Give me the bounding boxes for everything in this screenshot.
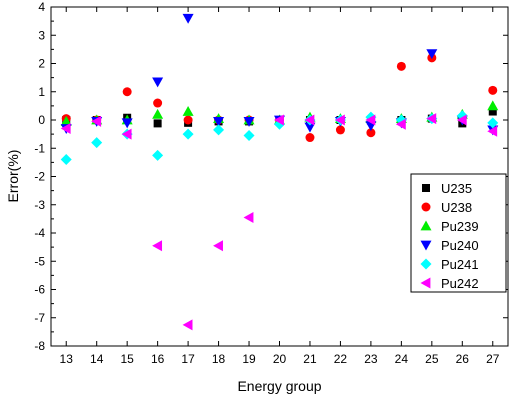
data-point xyxy=(488,85,498,95)
y-tick-label: -1 xyxy=(34,141,45,155)
legend-marker xyxy=(420,240,432,251)
y-tick-label: 1 xyxy=(38,85,45,99)
y-tick-label: -2 xyxy=(34,170,45,184)
y-axis-title: Error(%) xyxy=(5,150,21,203)
data-point xyxy=(182,319,193,331)
data-point xyxy=(365,114,376,126)
y-tick-label: 2 xyxy=(38,57,45,71)
series-u238 xyxy=(61,53,498,143)
legend-marker xyxy=(422,184,430,192)
y-tick-label: -6 xyxy=(34,283,45,297)
data-points xyxy=(60,13,499,331)
data-point xyxy=(91,137,103,149)
data-point xyxy=(304,122,316,133)
x-tick-label: 19 xyxy=(242,352,256,366)
legend-marker xyxy=(421,202,431,212)
data-point xyxy=(426,49,438,60)
x-tick-label: 16 xyxy=(151,352,165,366)
data-point xyxy=(152,108,164,119)
legend-marker xyxy=(420,258,432,270)
x-axis: 13 14 15 16 17 18 19 20 21 22 23 24 25 26 27 xyxy=(60,7,500,366)
x-tick-label: 23 xyxy=(364,352,378,366)
data-point xyxy=(153,119,162,128)
data-point xyxy=(456,114,467,126)
x-tick-label: 17 xyxy=(181,352,195,366)
data-point xyxy=(122,87,132,97)
data-point xyxy=(243,211,254,223)
data-point xyxy=(426,113,437,125)
data-point xyxy=(60,154,72,166)
x-tick-label: 14 xyxy=(90,352,104,366)
data-point xyxy=(182,106,194,116)
data-point xyxy=(60,122,71,134)
data-point xyxy=(488,107,497,116)
x-tick-label: 20 xyxy=(273,352,287,366)
data-point xyxy=(243,130,255,142)
x-axis-title: Energy group xyxy=(237,378,321,394)
legend-label: Pu239 xyxy=(441,219,479,234)
legend-marker xyxy=(420,220,432,231)
legend-label: Pu240 xyxy=(441,238,479,253)
data-point xyxy=(152,240,163,252)
data-point xyxy=(153,98,163,108)
data-point xyxy=(213,240,223,252)
y-tick-label: 4 xyxy=(38,0,45,14)
y-tick-label: -8 xyxy=(34,339,45,353)
x-tick-label: 18 xyxy=(212,352,226,366)
legend-marker xyxy=(420,277,431,289)
y-tick-label: 0 xyxy=(38,113,45,127)
data-point xyxy=(243,117,255,127)
data-point xyxy=(213,124,225,136)
data-point xyxy=(335,125,345,135)
data-point xyxy=(121,118,133,129)
data-point xyxy=(304,114,315,126)
x-tick-label: 26 xyxy=(456,352,470,366)
data-point xyxy=(274,114,284,126)
y-tick-label: -7 xyxy=(34,311,45,325)
legend-box xyxy=(410,173,507,293)
data-point xyxy=(152,77,164,88)
data-point xyxy=(121,128,132,140)
data-point xyxy=(152,149,164,161)
y-tick-label: -4 xyxy=(34,226,45,240)
data-point xyxy=(487,100,499,111)
data-point xyxy=(91,115,102,127)
data-point xyxy=(182,128,194,140)
data-point xyxy=(334,114,345,126)
x-tick-label: 24 xyxy=(395,352,409,366)
legend-label: Pu241 xyxy=(441,257,479,272)
data-point xyxy=(60,115,72,126)
data-point xyxy=(487,117,499,129)
data-point xyxy=(213,117,225,127)
x-tick-label: 13 xyxy=(60,352,74,366)
data-point xyxy=(183,115,193,125)
x-tick-label: 27 xyxy=(486,352,500,366)
data-point xyxy=(366,128,376,138)
data-point xyxy=(305,133,315,143)
y-tick-label: -5 xyxy=(34,254,45,268)
legend-label: U238 xyxy=(441,200,472,215)
legend: U235 U238 Pu239 Pu240 Pu241 Pu242 xyxy=(410,173,507,293)
legend-label: U235 xyxy=(441,181,472,196)
y-tick-label: -3 xyxy=(34,198,45,212)
y-tick-label: 3 xyxy=(38,28,45,42)
data-point xyxy=(396,61,406,71)
x-tick-label: 25 xyxy=(425,352,439,366)
data-point xyxy=(487,125,498,137)
data-point xyxy=(395,118,406,130)
x-tick-label: 15 xyxy=(120,352,134,366)
series-pu242 xyxy=(60,113,498,331)
x-tick-label: 22 xyxy=(334,352,348,366)
legend-label: Pu242 xyxy=(441,276,479,291)
data-point xyxy=(182,13,194,24)
x-tick-label: 21 xyxy=(303,352,317,366)
